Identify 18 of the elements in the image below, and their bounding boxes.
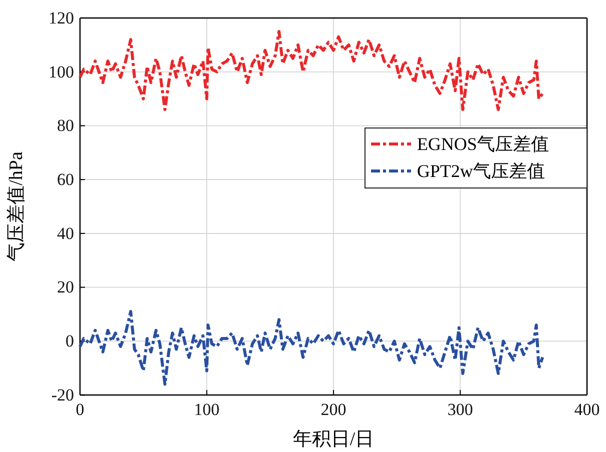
x-tick-label: 200 <box>320 400 346 420</box>
line-series <box>78 310 544 386</box>
x-tick-label: 400 <box>574 400 600 420</box>
legend-label: EGNOS气压差值 <box>417 134 550 154</box>
y-tick-label: 60 <box>57 170 74 190</box>
line-series <box>78 30 544 112</box>
x-tick-label: 100 <box>194 400 220 420</box>
x-axis-title: 年积日/日 <box>292 429 374 450</box>
legend-label: GPT2w气压差值 <box>417 161 546 181</box>
y-tick-label: 100 <box>48 62 74 82</box>
y-tick-label: 120 <box>48 8 74 28</box>
x-tick-label: 300 <box>448 400 473 420</box>
y-tick-label: 80 <box>57 116 74 136</box>
y-axis-title: 气压差值/hPa <box>6 151 27 262</box>
y-tick-label: 20 <box>57 278 74 297</box>
y-tick-label: -20 <box>51 385 74 404</box>
y-tick-label: 0 <box>66 332 74 351</box>
y-tick-label: 40 <box>57 224 74 243</box>
